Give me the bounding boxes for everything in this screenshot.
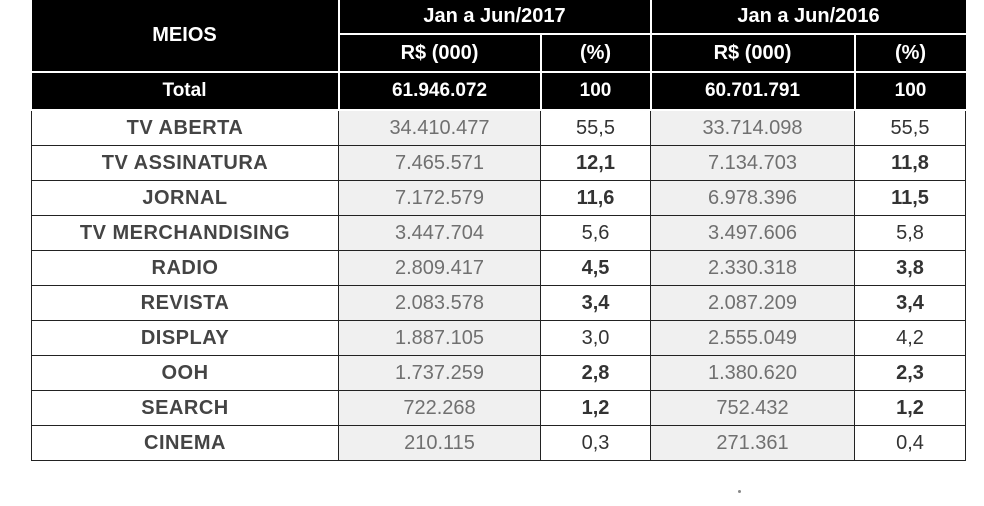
pct-2016-cell: 4,2 [854, 320, 966, 356]
pct-2016-cell: 3,8 [854, 250, 966, 286]
value-2017-cell: 2.809.417 [338, 250, 541, 286]
value-2016-cell: 271.361 [650, 425, 855, 461]
value-2016-cell: 6.978.396 [650, 180, 855, 216]
media-name-cell: SEARCH [31, 390, 339, 426]
pct-2017-cell: 1,2 [540, 390, 651, 426]
value-2017-cell: 1.887.105 [338, 320, 541, 356]
value-2016-cell: 3.497.606 [650, 215, 855, 251]
header-period-2016: Jan a Jun/2016 [649, 0, 966, 35]
media-name-cell: TV ABERTA [31, 109, 339, 146]
media-investment-table-wrapper: MEIOS Jan a Jun/2017 Jan a Jun/2016 R$ (… [31, 0, 966, 461]
value-2016-cell: 1.380.620 [650, 355, 855, 391]
pct-2016-cell: 1,2 [854, 390, 966, 426]
table-row: SEARCH 722.268 1,2 752.432 1,2 [31, 390, 966, 426]
media-investment-table: MEIOS Jan a Jun/2017 Jan a Jun/2016 R$ (… [31, 0, 966, 461]
table-row: OOH 1.737.259 2,8 1.380.620 2,3 [31, 355, 966, 391]
header-pct-2016: (%) [853, 33, 966, 73]
header-period-2017: Jan a Jun/2017 [337, 0, 652, 35]
value-2017-cell: 7.465.571 [338, 145, 541, 181]
table-row: TV MERCHANDISING 3.447.704 5,6 3.497.606 5,8 [31, 215, 966, 251]
media-name-cell: REVISTA [31, 285, 339, 321]
pct-2017-cell: 0,3 [540, 425, 651, 461]
pct-2017-cell: 3,4 [540, 285, 651, 321]
value-2017-cell: 7.172.579 [338, 180, 541, 216]
media-name-cell: TV ASSINATURA [31, 145, 339, 181]
table-row: REVISTA 2.083.578 3,4 2.087.209 3,4 [31, 285, 966, 321]
header-pct-2017: (%) [539, 33, 652, 73]
media-name-cell: DISPLAY [31, 320, 339, 356]
header-meios: MEIOS [31, 0, 340, 73]
pct-2016-cell: 11,8 [854, 145, 966, 181]
media-name-cell: RADIO [31, 250, 339, 286]
pct-2017-cell: 55,5 [540, 109, 651, 146]
value-2016-cell: 2.555.049 [650, 320, 855, 356]
pct-2016-cell: 3,4 [854, 285, 966, 321]
table-row: CINEMA 210.115 0,3 271.361 0,4 [31, 425, 966, 461]
stray-dot [738, 490, 741, 493]
value-2017-cell: 34.410.477 [338, 109, 541, 146]
table-row: DISPLAY 1.887.105 3,0 2.555.049 4,2 [31, 320, 966, 356]
table-row: TV ABERTA 34.410.477 55,5 33.714.098 55,5 [31, 109, 966, 146]
media-name-cell: OOH [31, 355, 339, 391]
value-2017-cell: 722.268 [338, 390, 541, 426]
pct-2017-cell: 12,1 [540, 145, 651, 181]
total-row: Total 61.946.072 100 60.701.791 100 [31, 71, 966, 111]
table-row: JORNAL 7.172.579 11,6 6.978.396 11,5 [31, 180, 966, 216]
header-row-units: R$ (000) (%) R$ (000) (%) [32, 33, 966, 73]
header-value-2017: R$ (000) [337, 33, 542, 73]
value-2016-cell: 2.087.209 [650, 285, 855, 321]
value-2016-cell: 752.432 [650, 390, 855, 426]
pct-2017-cell: 11,6 [540, 180, 651, 216]
value-2016-cell: 7.134.703 [650, 145, 855, 181]
value-2017-cell: 3.447.704 [338, 215, 541, 251]
media-name-cell: TV MERCHANDISING [31, 215, 339, 251]
total-value-2016: 60.701.791 [649, 71, 856, 111]
media-name-cell: CINEMA [31, 425, 339, 461]
header-row-periods: MEIOS Jan a Jun/2017 Jan a Jun/2016 [31, 0, 966, 73]
pct-2017-cell: 3,0 [540, 320, 651, 356]
value-2016-cell: 33.714.098 [650, 109, 855, 146]
header-value-2016: R$ (000) [649, 33, 856, 73]
total-pct-2016: 100 [853, 71, 966, 111]
pct-2017-cell: 5,6 [540, 215, 651, 251]
value-2017-cell: 1.737.259 [338, 355, 541, 391]
pct-2016-cell: 55,5 [854, 109, 966, 146]
table-row: TV ASSINATURA 7.465.571 12,1 7.134.703 11,8 [31, 145, 966, 181]
pct-2016-cell: 2,3 [854, 355, 966, 391]
total-label: Total [31, 71, 340, 111]
total-pct-2017: 100 [539, 71, 652, 111]
table-row: RADIO 2.809.417 4,5 2.330.318 3,8 [31, 250, 966, 286]
value-2016-cell: 2.330.318 [650, 250, 855, 286]
pct-2016-cell: 0,4 [854, 425, 966, 461]
value-2017-cell: 210.115 [338, 425, 541, 461]
media-name-cell: JORNAL [31, 180, 339, 216]
pct-2017-cell: 4,5 [540, 250, 651, 286]
total-value-2017: 61.946.072 [337, 71, 542, 111]
pct-2017-cell: 2,8 [540, 355, 651, 391]
value-2017-cell: 2.083.578 [338, 285, 541, 321]
pct-2016-cell: 5,8 [854, 215, 966, 251]
pct-2016-cell: 11,5 [854, 180, 966, 216]
